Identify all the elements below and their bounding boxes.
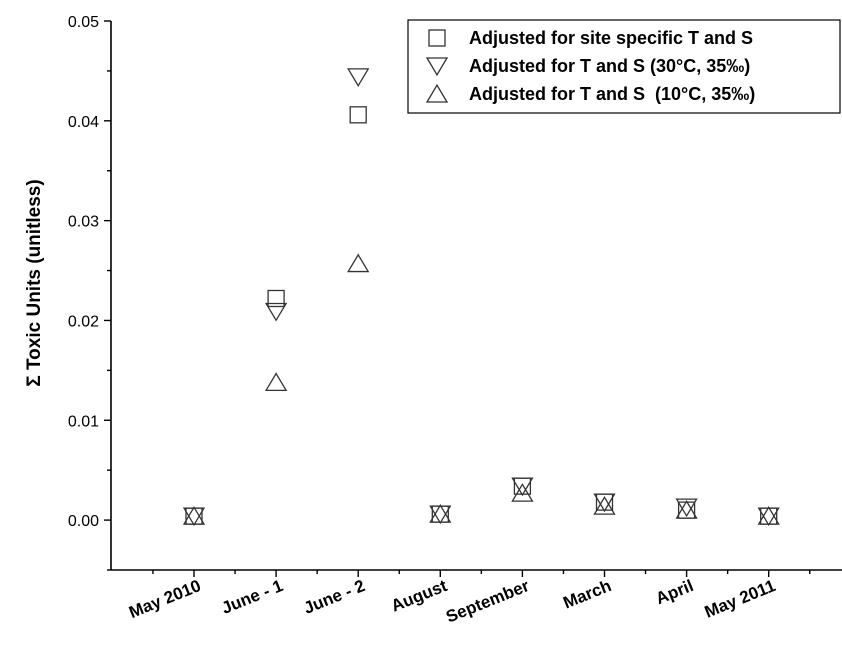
data-point <box>675 498 698 518</box>
data-point <box>347 253 370 273</box>
data-point <box>264 302 288 322</box>
data-point <box>182 506 206 525</box>
x-tick-label: June - 2 <box>301 576 368 618</box>
series-3 <box>182 253 780 525</box>
data-point <box>757 507 780 527</box>
x-tick-label: August <box>388 576 450 616</box>
legend-marker <box>425 57 449 77</box>
x-tick-label: September <box>443 576 532 627</box>
x-tick-label: May 2011 <box>702 576 778 622</box>
legend-marker <box>425 83 449 103</box>
data-point <box>757 506 780 525</box>
y-axis-label: Σ Toxic Units (unitless) <box>24 179 45 386</box>
data-point <box>182 507 206 527</box>
x-tick-label: April <box>653 576 696 608</box>
x-tick-label: June - 1 <box>219 576 286 618</box>
legend: Adjusted for site specific T and S Adjust… <box>407 19 841 114</box>
legend-label: Adjusted for site specific T and S <box>469 28 753 48</box>
data-point <box>593 496 616 515</box>
data-point <box>675 500 698 519</box>
x-tick-label: March <box>560 576 614 612</box>
y-tick-label: 0.04 <box>68 114 99 131</box>
legend-label: Adjusted for T and S (30°C, 35‰) <box>469 56 750 76</box>
legend-box <box>407 19 841 114</box>
data-point <box>429 505 452 525</box>
data-point <box>429 504 452 523</box>
legend-marker <box>428 29 446 47</box>
data-point <box>347 68 370 87</box>
data-point <box>511 483 534 502</box>
y-tick-label: 0.01 <box>68 413 99 430</box>
data-point <box>349 106 367 124</box>
data-point <box>593 493 616 513</box>
y-tick-label: 0.00 <box>68 513 99 530</box>
x-tick-label: May 2010 <box>126 576 203 622</box>
y-tick-label: 0.03 <box>68 214 99 231</box>
series-2 <box>182 68 780 527</box>
data-point <box>264 372 288 391</box>
data-point <box>267 289 285 308</box>
data-point <box>511 477 534 497</box>
y-tick-label: 0.02 <box>68 313 99 330</box>
y-tick-label: 0.05 <box>68 14 99 31</box>
series-1 <box>185 106 778 525</box>
legend-label: Adjusted for T and S (10°C, 35‰) <box>469 84 755 104</box>
